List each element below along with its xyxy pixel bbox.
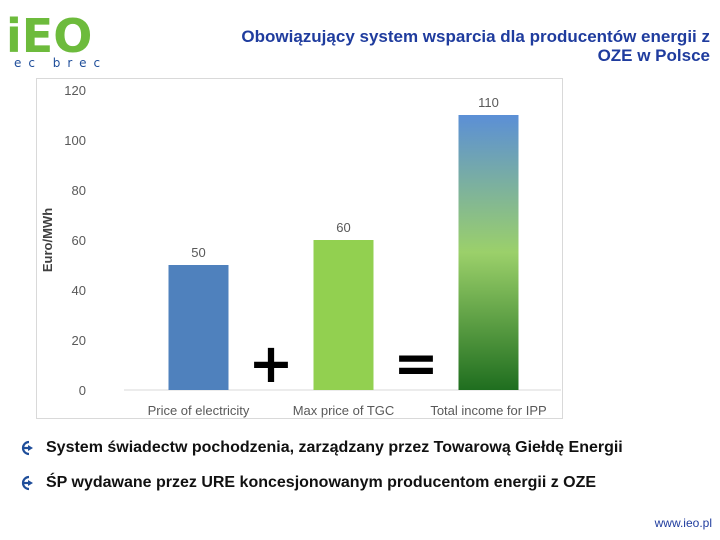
logo-subtitle: ec brec <box>14 56 108 70</box>
y-tick-label: 120 <box>64 83 86 98</box>
bullet-text-2: ŚP wydawane przez URE koncesjonowanym pr… <box>46 474 597 491</box>
plus-sign: + <box>248 332 293 395</box>
y-axis-label: Euro/MWh <box>40 208 55 272</box>
curved-arrow-icon <box>21 475 33 491</box>
curved-arrow-icon <box>21 440 33 456</box>
ieo-logo-mark: iEO <box>6 9 92 63</box>
bar-value-label: 60 <box>336 220 350 235</box>
bar-1 <box>168 265 229 390</box>
bar-value-label: 110 <box>478 95 499 110</box>
bar-2 <box>313 240 374 390</box>
chart-svg: 0 20 40 60 80 100 120 Euro/MWh 50 Price of electr… <box>36 78 563 419</box>
x-category-label: Price of electricity <box>148 403 250 418</box>
bar-chart: 0 20 40 60 80 100 120 Euro/MWh 50 Price of electr… <box>36 78 576 424</box>
ieo-logo: iEO <box>6 9 106 70</box>
y-tick-label: 40 <box>72 283 86 298</box>
y-tick-label: 20 <box>72 333 86 348</box>
bar-value-label: 50 <box>191 245 205 260</box>
y-tick-label: 80 <box>72 183 86 198</box>
bullet-list: System świadectw pochodzenia, zarządzany… <box>20 438 710 508</box>
equals-sign: = <box>393 332 438 395</box>
title-line-1: Obowiązujący system wsparcia dla produce… <box>241 27 710 46</box>
page-title: Obowiązujący system wsparcia dla produce… <box>140 27 710 65</box>
footer-url[interactable]: www.ieo.pl <box>654 516 712 530</box>
bullet-item-2: ŚP wydawane przez URE koncesjonowanym pr… <box>20 473 710 493</box>
chart-border <box>36 78 563 419</box>
svg-text:iEO: iEO <box>6 10 92 58</box>
x-category-label: Total income for IPP <box>430 403 546 418</box>
title-line-2: OZE w Polsce <box>597 46 710 65</box>
bullet-item-1: System świadectw pochodzenia, zarządzany… <box>20 438 710 458</box>
x-category-label: Max price of TGC <box>293 403 395 418</box>
bar-3 <box>458 115 519 390</box>
y-tick-label: 60 <box>72 233 86 248</box>
y-tick-label: 0 <box>79 383 86 398</box>
bullet-text-1: System świadectw pochodzenia, zarządzany… <box>46 439 623 456</box>
y-tick-label: 100 <box>64 133 86 148</box>
